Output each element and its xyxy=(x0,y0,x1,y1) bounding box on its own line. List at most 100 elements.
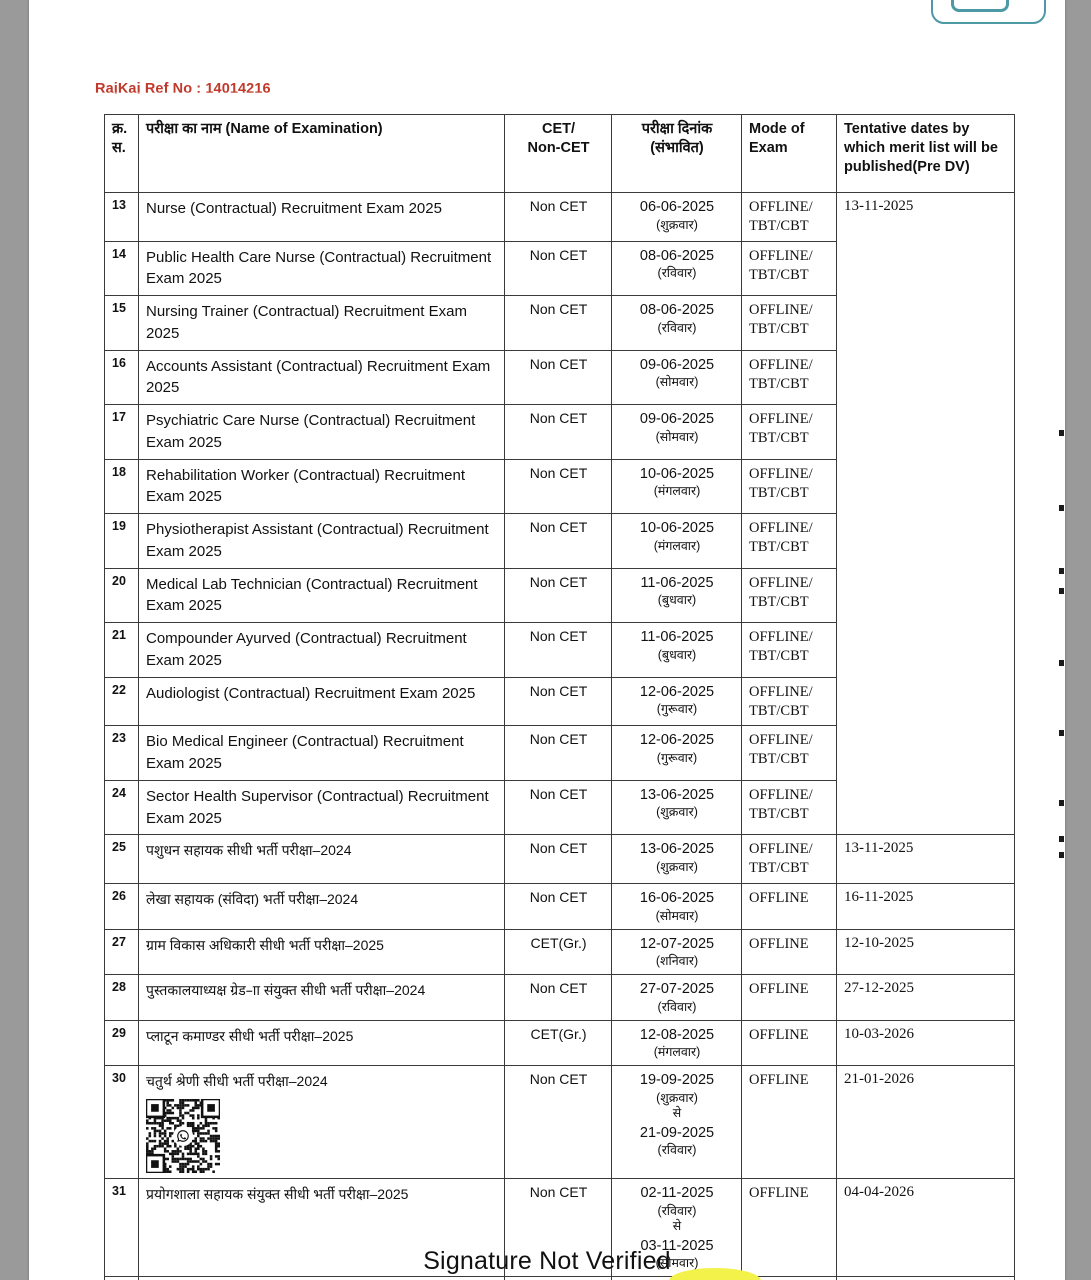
header-mode-line1: Mode of xyxy=(749,121,805,137)
cell-exam-date: 12-06-2025 (गुरूवार) xyxy=(611,725,742,781)
cell-mode-of-exam: OFFLINE/TBT/CBT xyxy=(741,676,837,727)
cell-serial-no: 23 xyxy=(104,725,139,781)
exam-date-secondary: 21-09-2025 xyxy=(639,1124,715,1141)
mode-line1: OFFLINE/ xyxy=(749,786,813,803)
header-date-line2: (संभावित) xyxy=(650,140,704,157)
cell-cet-type: Non CET xyxy=(504,883,612,930)
header-cet-type: CET/ Non-CET xyxy=(504,114,612,193)
mode-line1: OFFLINE/ xyxy=(749,247,813,264)
cell-exam-date: 08-06-2025 (रविवार) xyxy=(611,240,742,297)
header-mode-of-exam: Mode of Exam xyxy=(741,114,837,193)
exam-name-text: Medical Lab Technician (Contractual) Rec… xyxy=(146,575,478,615)
top-toolbar-chip-inner-icon[interactable] xyxy=(951,0,1009,12)
cell-exam-name: Bio Medical Engineer (Contractual) Recru… xyxy=(138,725,505,781)
cell-exam-name: प्रयोगशाला सहायक संयुक्त सीधी भर्ती परीक… xyxy=(138,1178,505,1278)
mode-line1: OFFLINE xyxy=(749,1072,809,1089)
cell-serial-no: 16 xyxy=(104,349,139,406)
exam-date-secondary: 03-11-2025 xyxy=(640,1237,714,1254)
table-row: 31 प्रयोगशाला सहायक संयुक्त सीधी भर्ती पर… xyxy=(104,1178,1015,1278)
table-row: 25 पशुधन सहायक सीधी भर्ती परीक्षा–2024 Non… xyxy=(104,834,1015,885)
cell-mode-of-exam: OFFLINE xyxy=(741,928,837,976)
cell-exam-name: लेखा सहायक (संविदा) भर्ती परीक्षा–2024 xyxy=(138,883,505,930)
cell-exam-date: 10-06-2025 (मंगलवार) xyxy=(611,513,742,569)
mode-line2: TBT/CBT xyxy=(749,593,809,610)
cell-exam-date: 13-06-2025 (शुक्रवार) xyxy=(611,834,742,885)
exam-date-range-separator: से xyxy=(672,1105,682,1120)
exam-name-text: प्लाटून कमाण्डर सीधी भर्ती परीक्षा–2025 xyxy=(146,1027,354,1044)
exam-name-text: ग्राम विकास अधिकारी सीधी भर्ती परीक्षा–2… xyxy=(146,936,384,953)
table-row: 19 Physiotherapist Assistant (Contractual… xyxy=(104,513,1015,569)
table-row: 17 Psychiatric Care Nurse (Contractual) R… xyxy=(104,404,1015,460)
cell-serial-no: 26 xyxy=(104,883,139,930)
scan-edge-mark xyxy=(1059,568,1064,574)
header-tentative-dates: Tentative dates by which merit list will… xyxy=(836,114,1015,193)
mode-line2: TBT/CBT xyxy=(749,702,809,719)
exam-date-primary: 27-07-2025 xyxy=(639,981,715,998)
exam-name-text: Bio Medical Engineer (Contractual) Recru… xyxy=(146,733,464,773)
cell-exam-name: Compounder Ayurved (Contractual) Recruit… xyxy=(138,622,505,678)
mode-line1: OFFLINE xyxy=(749,1185,809,1202)
cell-exam-name: चतुर्थ श्रेणी सीधी भर्ती परीक्षा–2024 xyxy=(138,1065,505,1180)
exam-date-day: (रविवार) xyxy=(657,1203,697,1218)
cell-tentative-merit-date: 16-11-2025 xyxy=(836,883,1015,930)
cell-cet-type: Non CET xyxy=(504,513,612,569)
qr-code[interactable] xyxy=(146,1099,220,1174)
cell-cet-type: Non CET xyxy=(504,404,612,460)
exam-name-text: Accounts Assistant (Contractual) Recruit… xyxy=(146,357,491,397)
cell-mode-of-exam: OFFLINE xyxy=(741,974,837,1021)
cell-exam-name: Nurse (Contractual) Recruitment Exam 202… xyxy=(138,192,505,242)
cell-exam-date: 02-11-2025 (रविवार) से 03-11-2025 (सोमवार) xyxy=(611,1178,742,1278)
scan-edge-mark xyxy=(1059,588,1064,594)
exam-date-primary: 08-06-2025 xyxy=(639,247,715,264)
scan-edge-mark xyxy=(1059,852,1064,858)
cell-serial-no: 24 xyxy=(104,779,139,836)
exam-date-day: (शुक्रवार) xyxy=(656,859,698,874)
cell-serial-no: 21 xyxy=(104,622,139,678)
cell-cet-type: Non CET xyxy=(504,676,612,727)
exam-date-primary: 13-06-2025 xyxy=(639,786,715,803)
cell-cet-type: Non CET xyxy=(504,192,612,242)
cell-mode-of-exam: OFFLINE xyxy=(741,1065,837,1180)
exam-name-text: Nurse (Contractual) Recruitment Exam 202… xyxy=(146,200,442,217)
cell-mode-of-exam: OFFLINE xyxy=(741,1019,837,1067)
exam-date-day: (मंगलवार) xyxy=(653,538,701,553)
cell-cet-type: Non CET xyxy=(504,567,612,624)
exam-date-day: (गुरूवार) xyxy=(656,750,698,765)
table-row: 23 Bio Medical Engineer (Contractual) Rec… xyxy=(104,725,1015,781)
cell-exam-name: ग्राम विकास अधिकारी सीधी भर्ती परीक्षा–2… xyxy=(138,928,505,976)
mode-line1: OFFLINE/ xyxy=(749,683,813,700)
cell-mode-of-exam: OFFLINE xyxy=(741,1178,837,1278)
cell-serial-no: 22 xyxy=(104,676,139,727)
cell-cet-type: Non CET xyxy=(504,834,612,885)
mode-line2: TBT/CBT xyxy=(749,751,809,768)
scan-edge-mark xyxy=(1059,836,1064,842)
cell-serial-no: 14 xyxy=(104,240,139,297)
table-row: 22 Audiologist (Contractual) Recruitment … xyxy=(104,676,1015,727)
cell-tentative-merit-date: 23-02-2026 xyxy=(836,1276,1015,1280)
cell-cet-type: Non CET xyxy=(504,1065,612,1180)
mode-line2: TBT/CBT xyxy=(749,217,809,234)
cell-exam-name: Rehabilitation Worker (Contractual) Recr… xyxy=(138,458,505,515)
header-cet-line1: CET/ xyxy=(541,121,576,137)
mode-line2: TBT/CBT xyxy=(749,266,809,283)
signature-notice: Signature Not Verified xyxy=(29,1247,1065,1276)
cell-exam-date: 12-06-2025 (गुरूवार) xyxy=(611,676,742,727)
ref-fade-overlay xyxy=(59,92,1049,97)
cell-exam-date: 12-08-2025 (मंगलवार) xyxy=(611,1019,742,1067)
cell-exam-name: Nursing Trainer (Contractual) Recruitmen… xyxy=(138,295,505,351)
header-mode-line2: Exam xyxy=(749,140,788,157)
mode-line1: OFFLINE/ xyxy=(749,465,813,482)
exam-date-day: (रविवार) xyxy=(657,999,697,1014)
cell-tentative-merit-date: 27-12-2025 xyxy=(836,974,1015,1021)
exam-date-primary: 09-06-2025 xyxy=(639,356,715,373)
cell-mode-of-exam: OFFLINE/TBT/CBT xyxy=(741,404,837,460)
exam-date-primary: 02-11-2025 xyxy=(640,1185,714,1202)
cell-tentative-merit-date: 13-11-2025 xyxy=(836,191,1015,836)
cell-exam-name: Accounts Assistant (Contractual) Recruit… xyxy=(138,349,505,406)
mode-line1: OFFLINE xyxy=(749,1026,809,1043)
table-row: 30 चतुर्थ श्रेणी सीधी भर्ती परीक्षा–2024 N… xyxy=(104,1065,1015,1180)
scan-edge-mark xyxy=(1059,730,1064,736)
cell-exam-name: Public Health Care Nurse (Contractual) R… xyxy=(138,240,505,297)
cell-exam-name: प्लाटून कमाण्डर सीधी भर्ती परीक्षा–2025 xyxy=(138,1019,505,1067)
cell-serial-no: 19 xyxy=(104,513,139,569)
